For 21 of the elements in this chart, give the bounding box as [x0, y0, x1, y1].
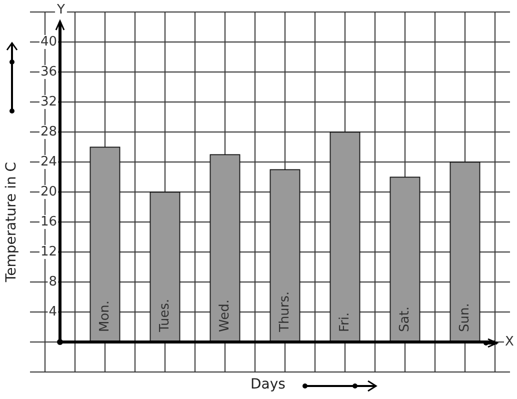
annotation: X	[505, 334, 514, 350]
y-tick-label: 36	[40, 64, 57, 80]
y-tick-label: 20	[40, 184, 57, 200]
y-tick-label: 4	[48, 304, 57, 320]
x-axis-title: Days	[250, 376, 286, 393]
y-axis-title: Temperature in C	[4, 162, 20, 284]
x-tick-label: Sun.	[457, 303, 472, 332]
x-tick-label: Fri.	[337, 312, 352, 332]
x-tick-label: Sat.	[397, 306, 412, 332]
y-tick-label: 8	[48, 274, 57, 290]
x-tick-label: Wed.	[217, 300, 232, 332]
y-tick-label: 12	[40, 244, 57, 260]
y-tick-label: 16	[40, 214, 57, 230]
x-tick-label: Tues.	[157, 298, 172, 333]
y-tick-label: 40	[40, 34, 57, 50]
y-tick-label: 32	[40, 94, 57, 110]
annotation: Y	[56, 2, 66, 18]
x-tick-label: Mon.	[97, 300, 112, 332]
x-tick-label: Thurs.	[277, 291, 292, 333]
y-tick-label: 28	[40, 124, 57, 140]
y-tick-label: 24	[40, 154, 57, 170]
